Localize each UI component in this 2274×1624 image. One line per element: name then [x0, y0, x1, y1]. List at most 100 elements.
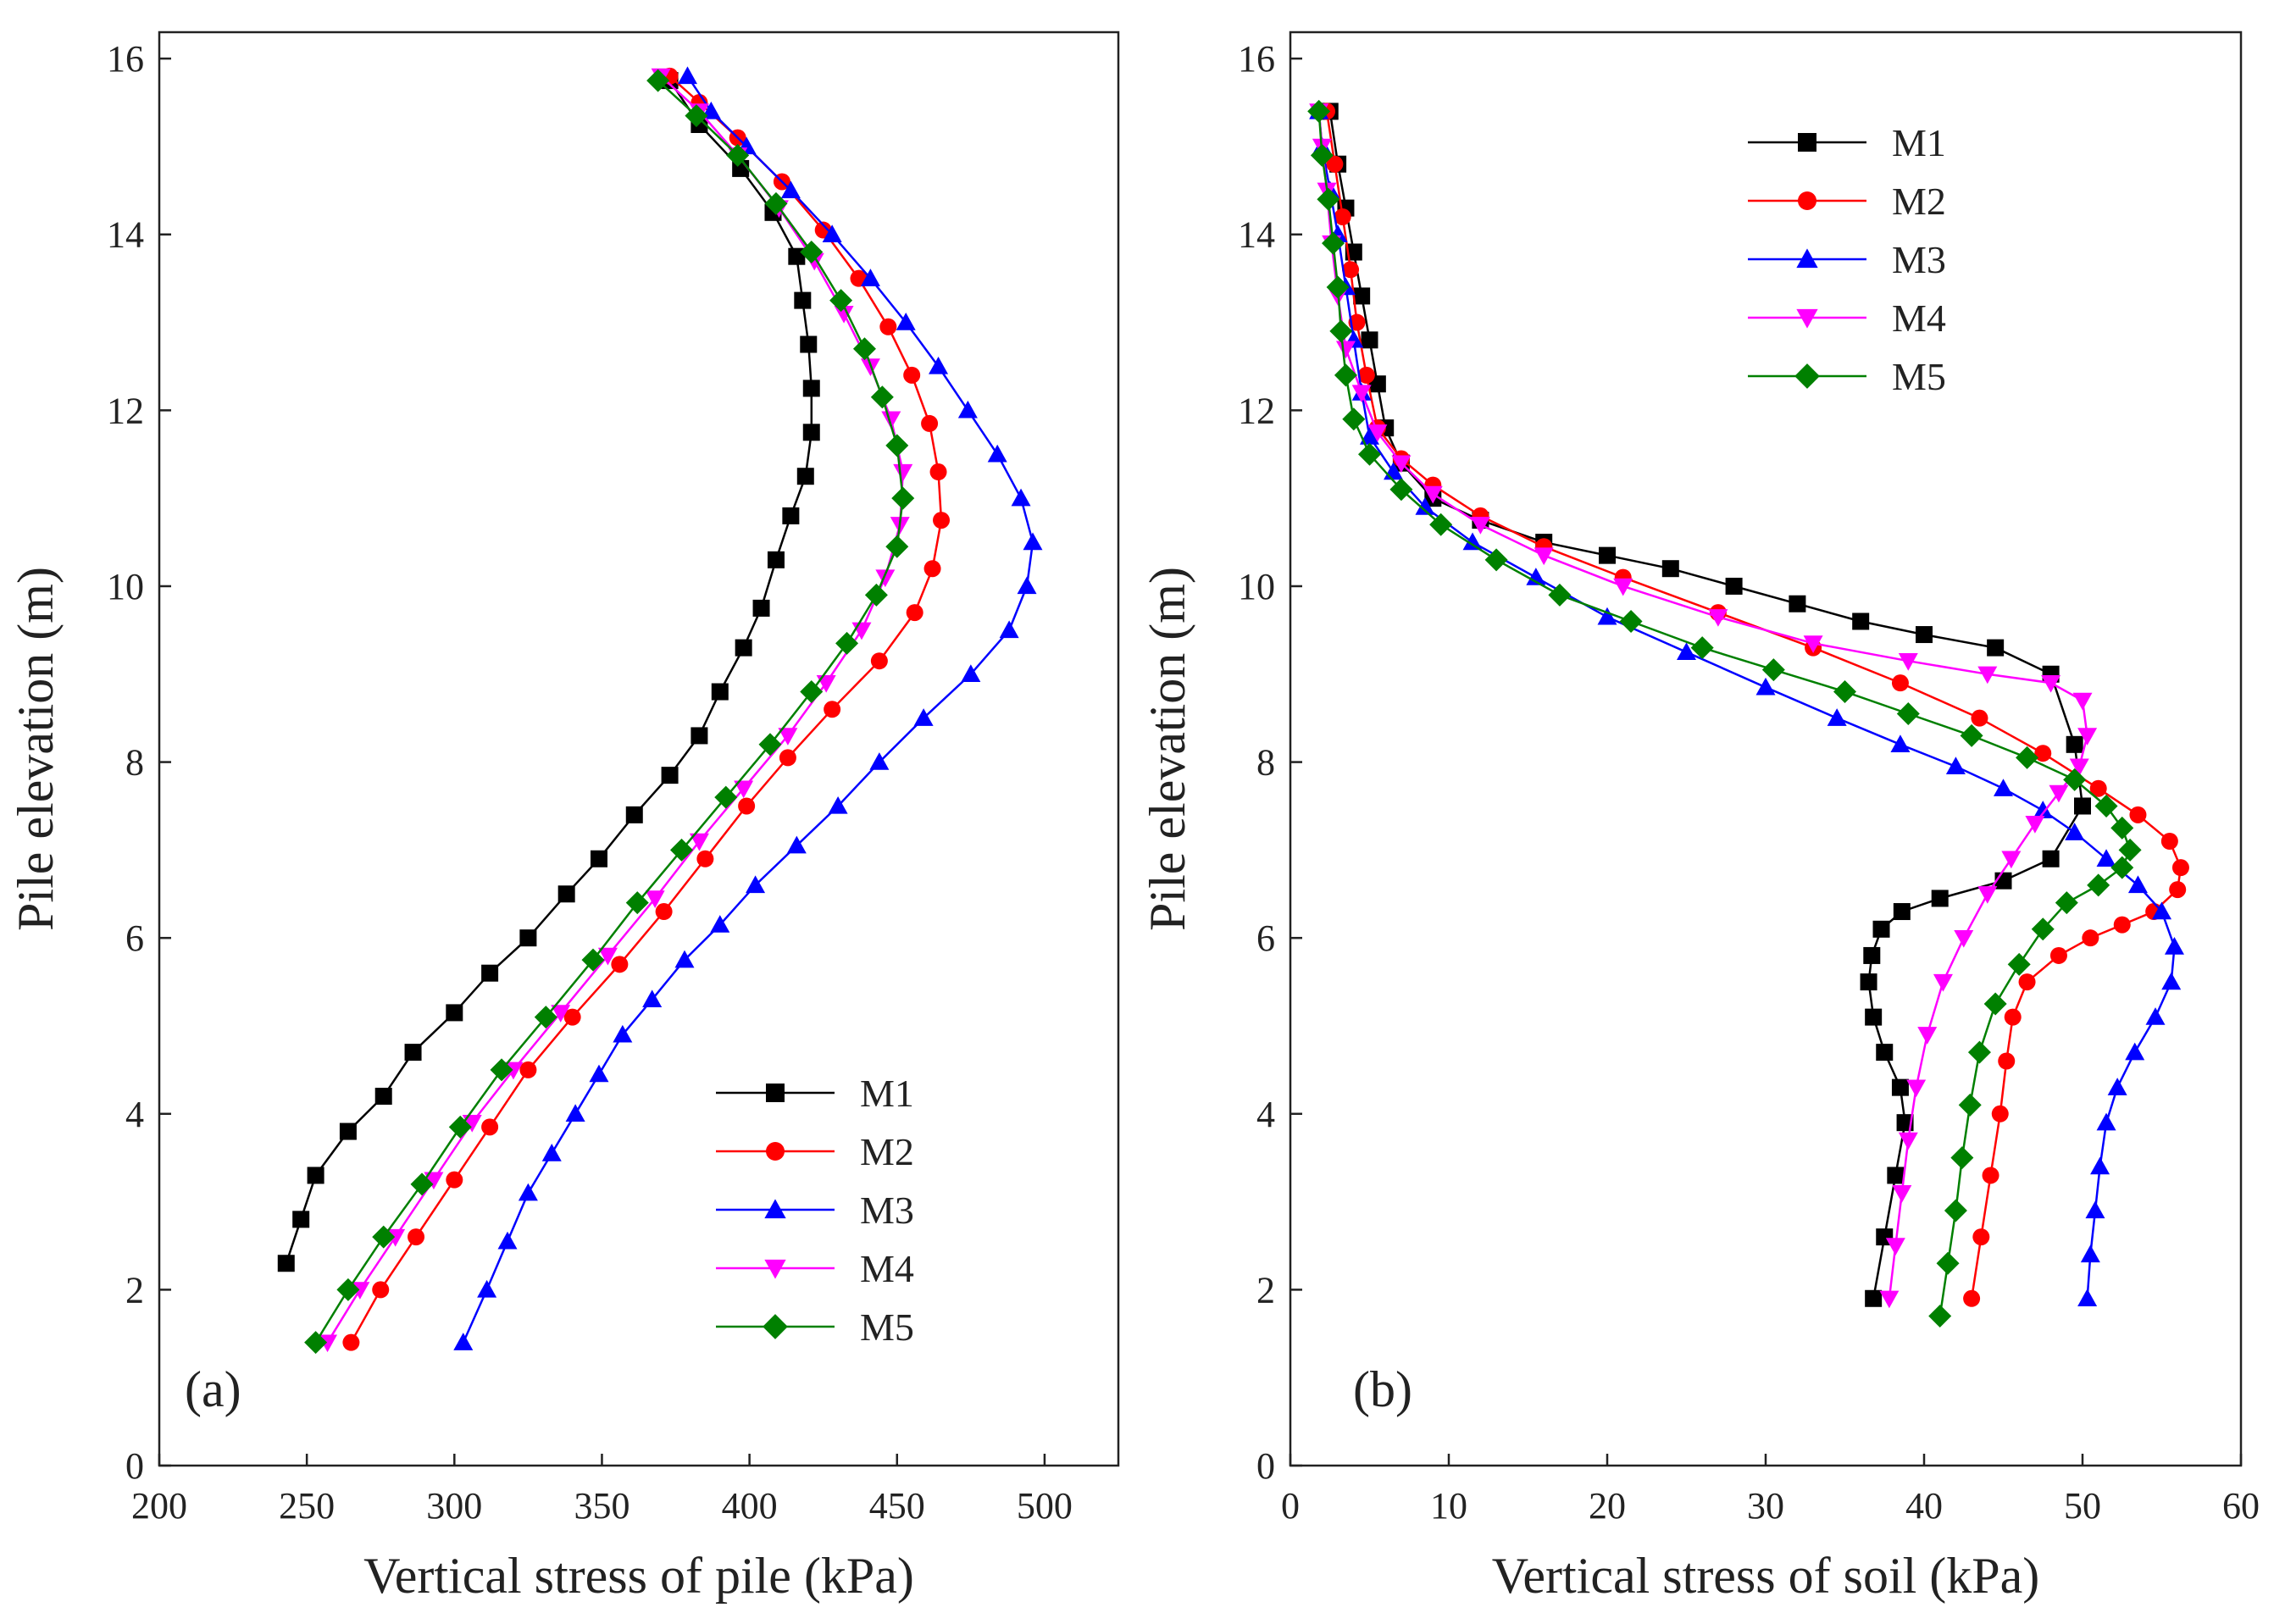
panel-a-series-m1-point	[802, 380, 820, 397]
panel-a-series-m1-point	[691, 727, 708, 745]
panel-b-legend-entry-m1: M1	[1748, 121, 1946, 164]
panel-b-y-tick-label: 10	[1238, 566, 1275, 607]
panel-b-series-m5-point	[1619, 609, 1643, 633]
panel-b-series-m1-point	[1893, 903, 1911, 921]
panel-a-series-m3-point	[746, 875, 766, 894]
panel-a-series-m3-point	[869, 752, 890, 770]
panel-b-series-m1-point	[1725, 577, 1743, 595]
panel-a-series-m2-point	[738, 797, 756, 815]
panel-b-legend-marker	[1796, 248, 1818, 269]
panel-b-series-m5-point	[1358, 442, 1381, 466]
panel-a-y-tick-label: 16	[107, 38, 144, 80]
panel-a-legend-marker	[766, 1142, 785, 1161]
panel-a-series-m5-point	[764, 191, 788, 215]
panel-b-series-m2-point	[1963, 1289, 1981, 1307]
panel-a-series-m1	[277, 72, 820, 1272]
panel-a-series-m3-point	[786, 835, 807, 854]
panel-b-series-m5-point	[1317, 187, 1340, 211]
panel-b-series-m3-point	[2085, 1200, 2105, 1219]
panel-b-series-m3-point	[2096, 1112, 2116, 1131]
panel-a-series-m2-point	[342, 1333, 360, 1351]
panel-b-series-m3-point	[1462, 532, 1483, 551]
panel-b-series-m5-point	[1761, 658, 1785, 682]
panel-b-series-m2-point	[2129, 806, 2147, 823]
panel-a-series-m4-point	[597, 947, 618, 966]
panel-b-series-m5-point	[1928, 1305, 1952, 1328]
panel-a-series-m3-point	[987, 444, 1007, 463]
panel-b-series-m2-point	[2082, 929, 2099, 947]
panel-a-series-m3-point	[642, 989, 663, 1008]
panel-b-series-m5-point	[1690, 636, 1714, 660]
panel-a-legend-label: M4	[860, 1247, 914, 1290]
panel-b-series-m5-point	[1429, 513, 1453, 536]
panel-a-series-m1-point	[796, 468, 814, 485]
panel-a-series-m2-point	[906, 604, 923, 622]
panel-a-series-m1-point	[735, 639, 752, 657]
panel-a-series-m5-point	[534, 1006, 557, 1029]
panel-a-y-tick-label: 0	[125, 1445, 144, 1487]
panel-b-y-axis-title: Pile elevation (m)	[1140, 567, 1195, 931]
panel-a-series-m3-point	[453, 1333, 474, 1350]
panel-b-series-m4-point	[1708, 609, 1728, 627]
panel-a-x-tick-label: 300	[426, 1485, 482, 1527]
panel-b-series-m5-point	[1389, 478, 1413, 502]
panel-b-legend-marker	[1798, 133, 1816, 152]
panel-b-series-m4-point	[1335, 341, 1356, 359]
panel-b-series-m1-point	[1916, 626, 1933, 644]
panel-a-series-m3-point	[565, 1104, 585, 1122]
panel-b-x-tick-label: 20	[1589, 1485, 1626, 1527]
panel-b-series-m2-point	[1972, 1228, 1990, 1246]
panel-a-series-m5-point	[685, 104, 708, 128]
panel-b-series-m2-point	[2004, 1008, 2022, 1026]
panel-b-series-m2-point	[2089, 779, 2107, 797]
panel-a-series-m1-point	[404, 1044, 422, 1061]
panel-a-series-m3-point	[497, 1231, 518, 1250]
panel-b-series-m4-point	[1367, 424, 1388, 442]
panel-a-series-m3-point	[929, 356, 949, 374]
panel-a-series-m3-point	[1017, 576, 1037, 595]
panel-a-series-m2-point	[929, 463, 947, 481]
panel-b-x-tick-label: 40	[1905, 1485, 1943, 1527]
panel-a-series-m3-point	[822, 224, 842, 242]
panel-a-y-tick-label: 6	[125, 917, 144, 959]
panel-b-series-m2-point	[1357, 366, 1375, 384]
panel-b-series-m5-point	[2063, 768, 2087, 791]
panel-b-series-m4-point	[1423, 485, 1443, 504]
panel-b-series-m4-point	[1351, 385, 1372, 403]
panel-b-series-m3-point	[1890, 734, 1911, 753]
panel-a-legend-marker	[766, 1084, 785, 1102]
panel-b-series-m3-point	[2161, 972, 2182, 990]
panel-b-series-m1-point	[1863, 946, 1881, 964]
panel-b-series-m3-point	[2152, 901, 2171, 920]
panel-b-series-m4-point	[1885, 1238, 1905, 1255]
panel-a-legend-entry-m2: M2	[716, 1130, 914, 1173]
panel-b-y-tick-label: 12	[1238, 390, 1275, 431]
panel-b-series-m5-point	[1944, 1199, 1967, 1222]
panel-a-legend-label: M3	[860, 1189, 914, 1232]
panel-a-legend-marker	[763, 1314, 788, 1339]
panel-a-series-m2-point	[824, 701, 841, 718]
panel-b-series-m3-point	[1945, 757, 1966, 774]
panel-a-series-m5-point	[336, 1278, 360, 1301]
panel-b-series-m5-point	[1321, 231, 1345, 255]
panel-a-series-m5-point	[670, 838, 694, 862]
panel-b-series-m4-point	[1892, 1185, 1912, 1203]
panel-a-y-tick-label: 2	[125, 1269, 144, 1311]
chart-panel-b: 0 10 20 30 40 50 60 0 2 4 6 8 10 12 14 16 M1 M2 M3 M4 M5 Ve…	[1140, 30, 2260, 1604]
panel-a-series-m1-point	[590, 850, 607, 867]
panel-b-series-m1-point	[1860, 973, 1877, 991]
panel-a-series-m4-point	[551, 1005, 571, 1023]
panel-a-series-m5-point	[885, 535, 909, 558]
panel-b-series-m3-line	[1317, 111, 2176, 1299]
panel-a-series-m5-point	[800, 241, 824, 264]
panel-a-series-m4-point	[689, 833, 709, 851]
panel-b-series-m5-point	[2016, 745, 2039, 769]
panel-a-series-m1-point	[481, 964, 499, 982]
panel-b-legend-entry-m5: M5	[1748, 355, 1946, 398]
panel-b-series-m3-point	[2080, 1244, 2100, 1263]
panel-b-x-axis-title: Vertical stress of soil (kPa)	[1492, 1548, 2040, 1604]
panel-a-series-m3-point	[1023, 532, 1043, 551]
